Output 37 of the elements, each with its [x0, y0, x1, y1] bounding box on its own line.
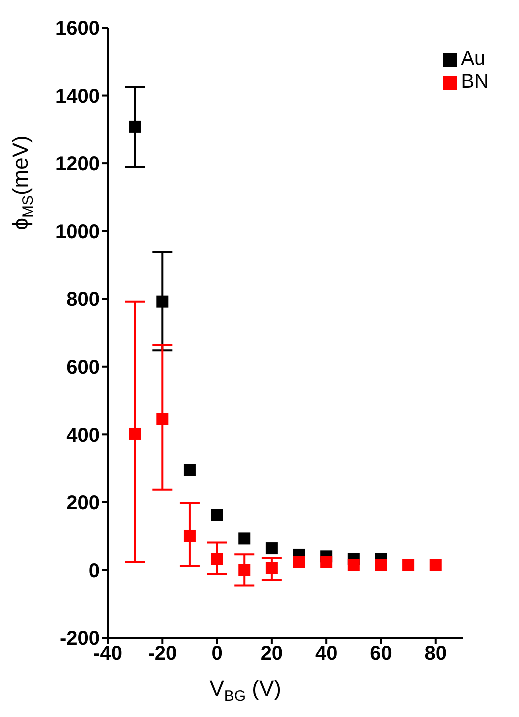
point — [129, 428, 142, 440]
x-tick-label: 40 — [315, 643, 338, 666]
legend-label: Au — [461, 48, 486, 70]
x-tick-label: 80 — [424, 643, 448, 666]
point — [402, 559, 415, 572]
x-tick-label: -20 — [148, 643, 178, 666]
point — [430, 559, 442, 572]
point — [156, 413, 169, 426]
x-tick-label: 60 — [370, 643, 392, 666]
point — [211, 553, 224, 566]
point — [320, 556, 333, 568]
point — [211, 509, 224, 522]
y-tick-label: 400 — [66, 424, 100, 447]
y-tick-label: 1400 — [56, 86, 100, 108]
point — [238, 532, 251, 545]
x-tick-label: 20 — [260, 643, 284, 666]
x-tick-label: 0 — [212, 643, 223, 666]
point — [129, 120, 142, 133]
y-tick-label: -200 — [60, 628, 100, 650]
y-tick-label: 600 — [66, 356, 100, 379]
y-tick-label: 1200 — [56, 154, 100, 176]
point — [156, 296, 169, 308]
y-tick-label: 200 — [66, 492, 100, 515]
y-tick-label: 1000 — [56, 221, 100, 244]
y-tick-label: 0 — [88, 560, 100, 582]
legend-label: BN — [461, 71, 489, 93]
point — [266, 562, 278, 574]
point — [293, 556, 306, 568]
point — [266, 542, 278, 555]
point — [348, 559, 360, 572]
x-axis-title: V$_{BG}$ (V) — [210, 676, 282, 704]
point — [238, 564, 251, 576]
y-tick-label: 1600 — [56, 18, 100, 40]
y-tick-label: 800 — [66, 289, 100, 312]
point — [184, 464, 196, 476]
point — [184, 530, 196, 542]
point — [375, 559, 388, 572]
